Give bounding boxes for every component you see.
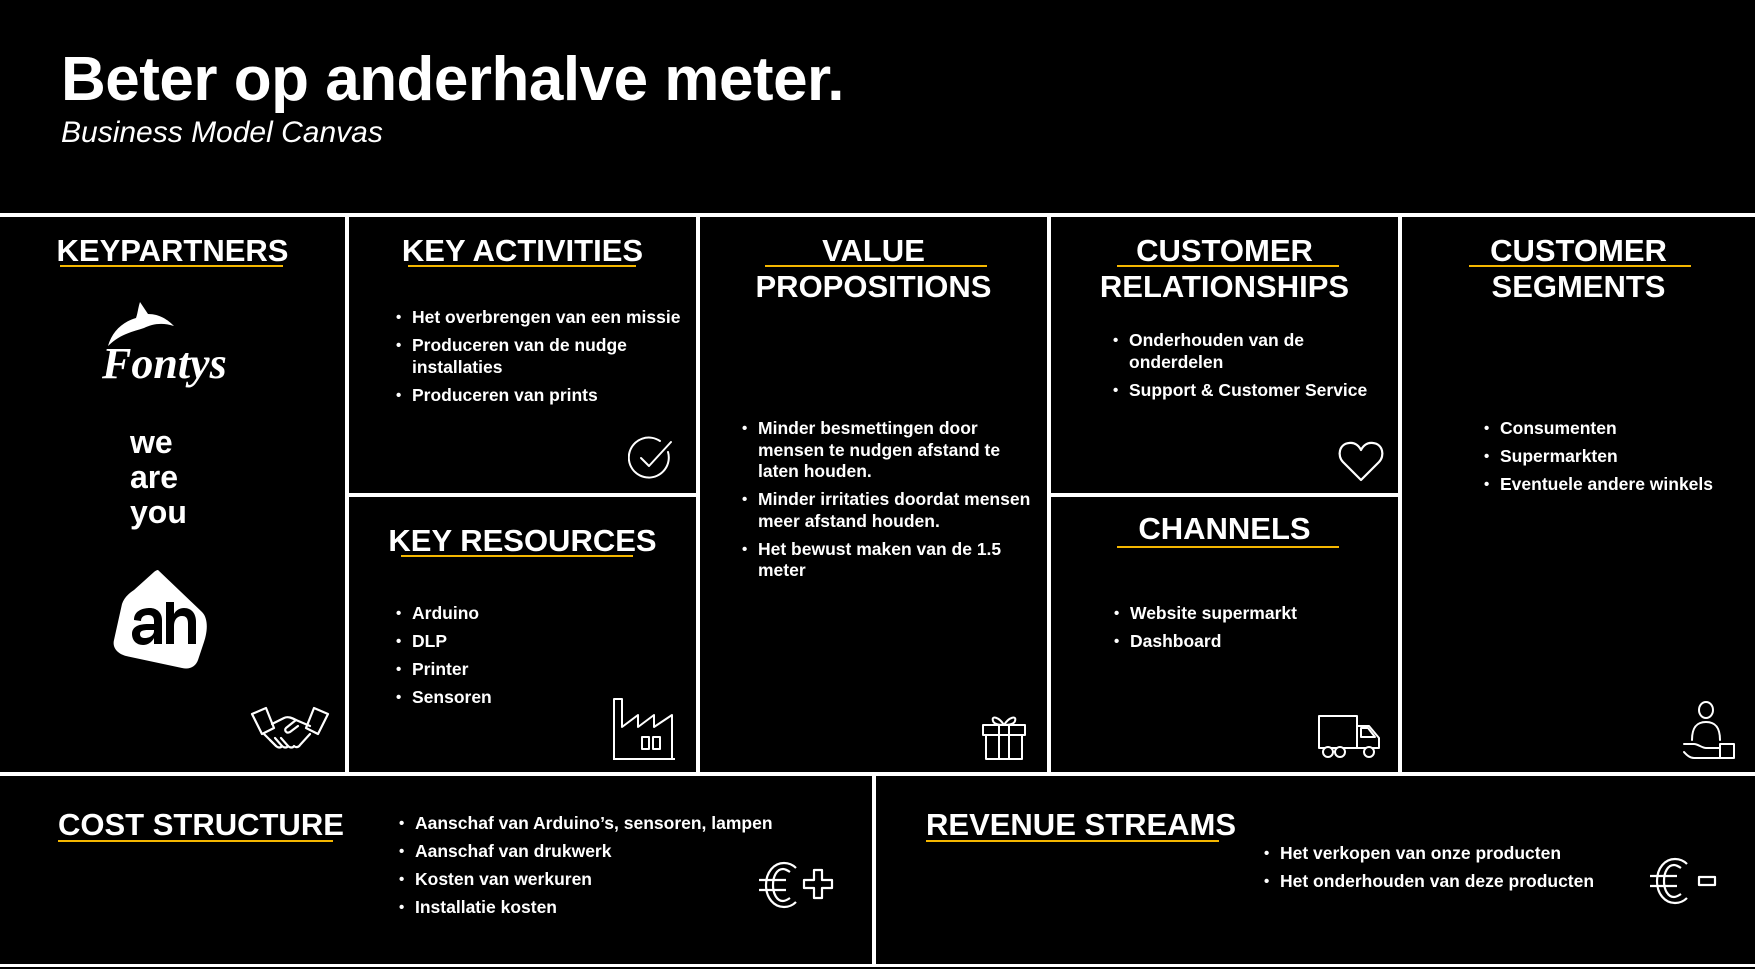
key-partners-title: KEYPARTNERS bbox=[56, 233, 289, 268]
customer-relationships-title-line-2: RELATIONSHIPS bbox=[1099, 269, 1350, 304]
list-item: Minder irritaties doordat mensen meer af… bbox=[742, 489, 1032, 532]
list-item: Kosten van werkuren bbox=[399, 869, 779, 891]
heart-icon bbox=[1338, 441, 1384, 482]
list-item: Het verkopen van onze producten bbox=[1264, 843, 1644, 865]
divider-h-activities bbox=[349, 493, 696, 497]
ah-logo-icon bbox=[113, 570, 207, 669]
list-item: Dashboard bbox=[1114, 631, 1394, 653]
list-item: Het overbrengen van een missie bbox=[396, 307, 681, 329]
list-item: Consumenten bbox=[1484, 418, 1744, 440]
divider-h-relationships bbox=[1051, 493, 1398, 497]
truck-icon bbox=[1318, 715, 1380, 758]
value-propositions-list: Minder besmettingen door mensen te nudge… bbox=[742, 418, 1032, 588]
key-activities-underline bbox=[408, 265, 636, 267]
list-item: Supermarkten bbox=[1484, 446, 1744, 468]
key-activities-title: KEY ACTIVITIES bbox=[401, 233, 644, 268]
we-are-you-line-1: we bbox=[130, 424, 173, 460]
channels-underline bbox=[1117, 546, 1339, 548]
value-propositions-title-line-2: PROPOSITIONS bbox=[755, 269, 992, 304]
cost-structure-title: COST STRUCTURE bbox=[58, 807, 344, 842]
customer-relationships-underline bbox=[1117, 265, 1339, 267]
we-are-you-logo: we are you bbox=[130, 425, 187, 530]
euro-plus-icon bbox=[759, 861, 834, 909]
page-title: Beter op anderhalve meter. bbox=[61, 45, 844, 114]
list-item: Onderhouden van de onderdelen bbox=[1113, 330, 1393, 373]
list-item: Het bewust maken van de 1.5 meter bbox=[742, 539, 1032, 582]
header: Beter op anderhalve meter. Business Mode… bbox=[61, 40, 844, 150]
divider-v1 bbox=[345, 213, 349, 776]
list-item: Printer bbox=[396, 659, 676, 681]
customer-segments-underline bbox=[1469, 265, 1691, 267]
divider-v4 bbox=[1398, 213, 1402, 776]
checkmark-circle-icon bbox=[628, 436, 672, 479]
list-item: DLP bbox=[396, 631, 676, 653]
we-are-you-line-2: are bbox=[130, 459, 179, 495]
revenue-streams-list: Het verkopen van onze producten Het onde… bbox=[1264, 843, 1644, 899]
list-item: Website supermarkt bbox=[1114, 603, 1394, 625]
customer-segments-title-line-2: SEGMENTS bbox=[1491, 269, 1666, 304]
key-resources-title: KEY RESOURCES bbox=[388, 523, 657, 558]
list-item: Installatie kosten bbox=[399, 897, 779, 919]
list-item: Eventuele andere winkels bbox=[1484, 474, 1744, 496]
divider-top bbox=[0, 213, 1755, 217]
list-item: Aanschaf van Arduino’s, sensoren, lampen bbox=[399, 813, 779, 835]
customer-segments-title-line-1: CUSTOMER bbox=[1490, 233, 1667, 268]
key-resources-list: Arduino DLP Printer Sensoren bbox=[396, 603, 676, 715]
customer-relationships-list: Onderhouden van de onderdelen Support & … bbox=[1113, 330, 1393, 408]
revenue-streams-title: REVENUE STREAMS bbox=[926, 807, 1237, 842]
customer-segments-list: Consumenten Supermarkten Eventuele ander… bbox=[1484, 418, 1744, 502]
channels-list: Website supermarkt Dashboard bbox=[1114, 603, 1394, 659]
fontys-bird-icon bbox=[108, 302, 174, 346]
person-with-box-icon bbox=[1683, 701, 1735, 759]
handshake-icon bbox=[250, 706, 330, 749]
cost-structure-list: Aanschaf van Arduino’s, sensoren, lampen… bbox=[399, 813, 779, 925]
fontys-wordmark: Fontys bbox=[102, 339, 227, 388]
key-resources-underline bbox=[401, 555, 633, 557]
divider-v2 bbox=[696, 213, 700, 776]
list-item: Produceren van de nudge installaties bbox=[396, 335, 681, 378]
revenue-streams-underline bbox=[926, 840, 1219, 842]
key-partners-underline bbox=[60, 265, 283, 267]
list-item: Aanschaf van drukwerk bbox=[399, 841, 779, 863]
list-item: Minder besmettingen door mensen te nudge… bbox=[742, 418, 1032, 483]
list-item: Support & Customer Service bbox=[1113, 380, 1393, 402]
we-are-you-line-3: you bbox=[130, 494, 187, 530]
page-subtitle: Business Model Canvas bbox=[61, 116, 383, 149]
key-activities-list: Het overbrengen van een missie Producere… bbox=[396, 307, 681, 413]
list-item: Produceren van prints bbox=[396, 385, 681, 407]
value-propositions-underline bbox=[765, 265, 987, 267]
divider-v-bottom bbox=[872, 772, 876, 967]
value-propositions-title-line-1: VALUE bbox=[822, 233, 925, 268]
factory-icon bbox=[613, 698, 675, 760]
divider-v3 bbox=[1047, 213, 1051, 776]
gift-icon bbox=[982, 716, 1026, 760]
list-item: Het onderhouden van deze producten bbox=[1264, 871, 1644, 893]
list-item: Sensoren bbox=[396, 687, 676, 709]
fontys-logo: Fontys bbox=[98, 300, 258, 390]
cost-structure-underline bbox=[58, 840, 333, 842]
euro-minus-icon bbox=[1650, 857, 1717, 905]
channels-title: CHANNELS bbox=[1138, 511, 1311, 546]
list-item: Arduino bbox=[396, 603, 676, 625]
divider-middle bbox=[0, 772, 1755, 776]
customer-relationships-title-line-1: CUSTOMER bbox=[1136, 233, 1313, 268]
divider-bottom bbox=[0, 964, 1755, 967]
